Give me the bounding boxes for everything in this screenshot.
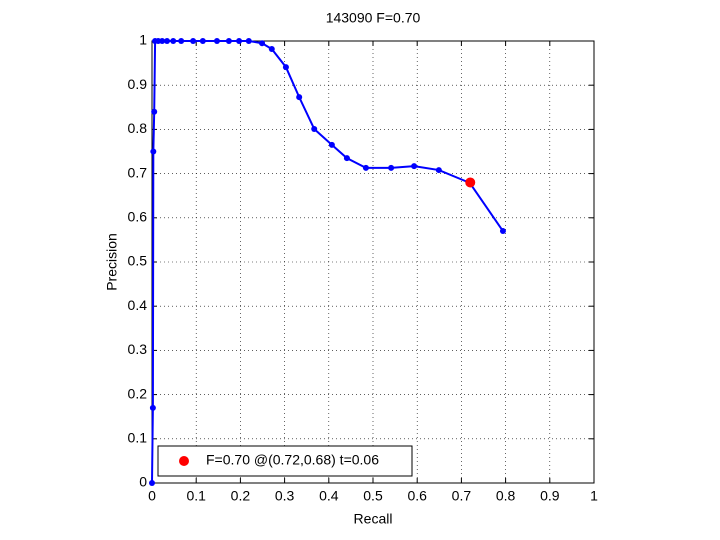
y-tick-label: 0.1 xyxy=(128,430,148,446)
data-point xyxy=(170,38,177,44)
x-tick-label: 1 xyxy=(590,488,598,504)
legend-marker xyxy=(179,456,189,466)
data-point xyxy=(149,480,155,486)
data-point xyxy=(388,164,395,171)
data-point xyxy=(236,38,243,44)
chart-title: 143090 F=0.70 xyxy=(326,10,421,26)
data-point xyxy=(151,108,158,115)
x-tick-label: 0.2 xyxy=(231,488,251,504)
data-point xyxy=(435,167,442,174)
y-tick-label: 0.4 xyxy=(128,297,148,313)
data-point xyxy=(268,45,275,52)
x-tick-label: 0.4 xyxy=(319,488,339,504)
data-point xyxy=(178,38,185,44)
x-tick-label: 0.1 xyxy=(186,488,206,504)
data-point xyxy=(190,38,197,44)
y-tick-label: 0.7 xyxy=(128,164,148,180)
y-tick-label: 0.9 xyxy=(128,76,148,92)
x-tick-label: 0.6 xyxy=(407,488,427,504)
y-tick-label: 0.5 xyxy=(128,253,148,269)
data-point xyxy=(343,155,350,162)
x-tick-label: 0.3 xyxy=(275,488,295,504)
y-axis-label: Precision xyxy=(104,233,120,291)
data-point xyxy=(411,163,418,170)
data-point xyxy=(149,404,156,411)
x-tick-label: 0 xyxy=(148,488,156,504)
data-point xyxy=(296,94,303,101)
data-point xyxy=(362,164,369,171)
data-point xyxy=(159,38,166,44)
data-point xyxy=(164,38,171,44)
data-point xyxy=(150,148,157,155)
y-tick-label: 0 xyxy=(139,474,147,490)
x-axis-label: Recall xyxy=(354,511,393,527)
legend xyxy=(157,445,413,477)
plot-frame xyxy=(151,40,595,484)
data-point xyxy=(245,38,252,44)
data-point xyxy=(199,38,206,44)
y-tick-label: 0.2 xyxy=(128,385,148,401)
data-point xyxy=(465,177,476,188)
y-tick-label: 0.3 xyxy=(128,341,148,357)
data-point xyxy=(328,141,335,148)
x-tick-label: 0.9 xyxy=(540,488,560,504)
data-point xyxy=(311,125,318,132)
y-tick-label: 1 xyxy=(139,32,147,48)
data-point xyxy=(225,38,232,44)
y-tick-label: 0.6 xyxy=(128,209,148,225)
data-point xyxy=(213,38,220,44)
legend-label: F=0.70 @(0.72,0.68) t=0.06 xyxy=(206,452,379,468)
data-point xyxy=(282,64,289,71)
y-tick-label: 0.8 xyxy=(128,120,148,136)
x-tick-label: 0.7 xyxy=(452,488,472,504)
x-tick-label: 0.8 xyxy=(496,488,516,504)
data-point xyxy=(499,228,506,235)
x-tick-label: 0.5 xyxy=(363,488,383,504)
data-point xyxy=(259,40,266,47)
